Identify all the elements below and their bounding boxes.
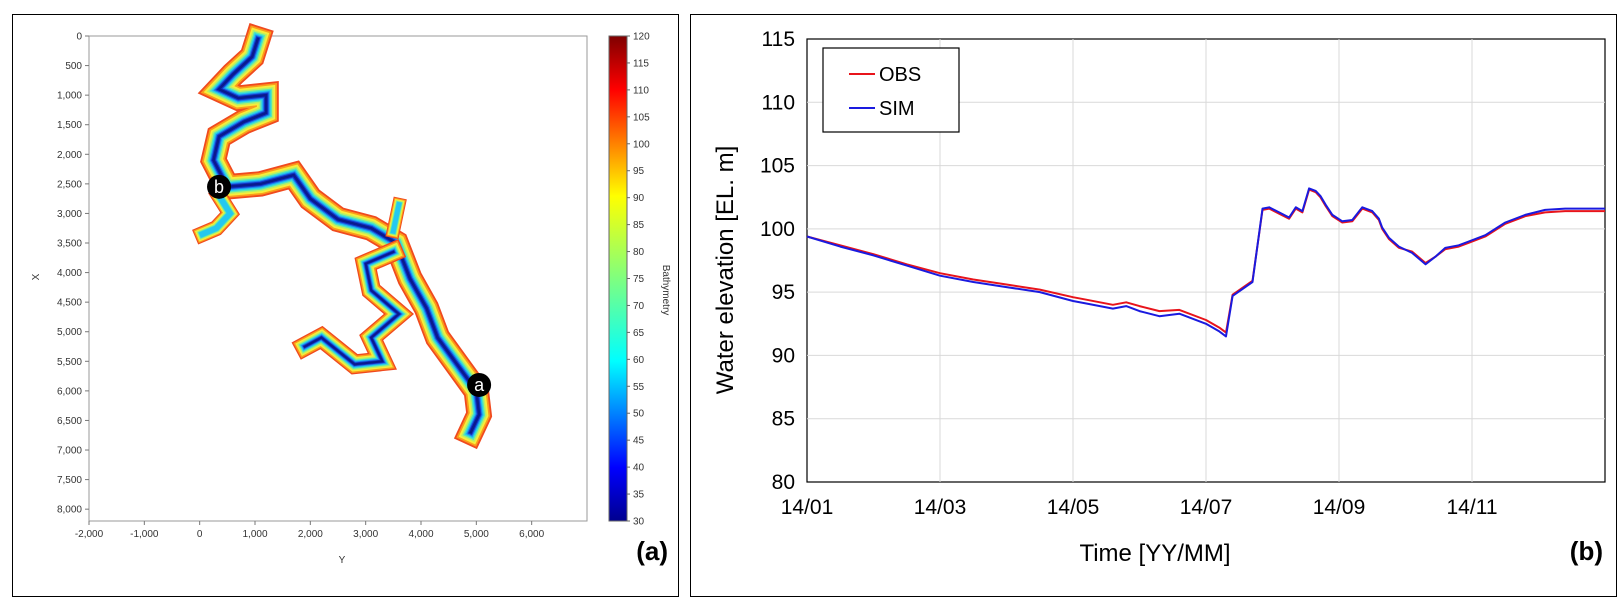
- x-tick-label: -1,000: [130, 529, 159, 540]
- reservoir-main-channel: [212, 37, 481, 434]
- reservoir-branch: [198, 191, 234, 238]
- y-tick-label: 5,500: [57, 357, 82, 368]
- location-marker-b: [207, 174, 232, 199]
- location-marker-label: b: [214, 177, 224, 197]
- colorbar-tick-label: 105: [633, 112, 650, 123]
- x-tick-label: 2,000: [298, 529, 323, 540]
- colorbar-tick-label: 90: [633, 193, 645, 204]
- x-axis-title: Time [YY/MM]: [1079, 540, 1230, 567]
- colorbar-tick-label: 120: [633, 32, 650, 43]
- x-tick-label: -2,000: [75, 529, 104, 540]
- colorbar-tick-label: 110: [633, 85, 649, 96]
- panel-label-a: (a): [636, 536, 668, 566]
- x-tick-label: 6,000: [519, 529, 544, 540]
- y-tick-label: 7,500: [57, 475, 82, 486]
- y-tick-label: 1,500: [57, 120, 82, 131]
- x-tick-label: 1,000: [242, 529, 267, 540]
- legend-label-sim: SIM: [879, 98, 915, 120]
- y-tick-label: 2,500: [57, 179, 82, 190]
- x-tick-label: 14/11: [1447, 496, 1498, 519]
- colorbar-tick-label: 35: [633, 490, 645, 501]
- y-tick-label: 4,000: [57, 268, 82, 279]
- colorbar-tick-label: 45: [633, 436, 645, 447]
- y-tick-label: 6,500: [57, 416, 82, 427]
- series-line-sim: [806, 187, 1605, 338]
- location-marker-label: a: [474, 375, 485, 395]
- colorbar-title: Bathymetry: [660, 265, 671, 316]
- x-tick-label: 5,000: [464, 529, 489, 540]
- y-tick-label: 7,000: [57, 446, 82, 457]
- colorbar-tick-label: 95: [633, 166, 645, 177]
- colorbar-tick-label: 65: [633, 328, 645, 339]
- y-tick-label: 1,000: [57, 91, 82, 102]
- y-axis-title: X: [31, 273, 42, 280]
- colorbar-tick-label: 100: [633, 139, 650, 150]
- colorbar-tick-label: 55: [633, 382, 645, 393]
- x-tick-label: 14/07: [1180, 496, 1233, 519]
- y-tick-label: 4,500: [57, 298, 82, 309]
- y-tick-label: 5,000: [57, 327, 82, 338]
- x-tick-label: 14/03: [914, 496, 967, 519]
- y-tick-label: 0: [76, 32, 82, 43]
- bathymetry-map-panel: -2,000 -1,000 0 1,000 2,000 3,000 4,000 5,000 6,…: [12, 14, 679, 597]
- location-marker-a: [467, 372, 492, 397]
- y-tick-label: 110: [762, 91, 795, 114]
- colorbar-tick-label: 80: [633, 247, 645, 258]
- x-tick-label: 14/01: [781, 496, 834, 519]
- bathymetry-map-chart: -2,000 -1,000 0 1,000 2,000 3,000 4,000 5,000 6,…: [31, 23, 671, 566]
- colorbar-tick-label: 115: [633, 58, 649, 69]
- colorbar-tick-label: 70: [633, 301, 645, 312]
- x-tick-label: 3,000: [353, 529, 378, 540]
- colorbar-tick-label: 30: [633, 517, 645, 528]
- y-tick-label: 500: [65, 61, 82, 72]
- water-elevation-chart: 80 85 90 95 100 105 110 115 14/01 14/03 14/05 14/07…: [712, 28, 1606, 567]
- y-tick-label: 3,000: [57, 209, 82, 220]
- x-tick-label: 14/09: [1313, 496, 1366, 519]
- colorbar-tick-label: 60: [633, 355, 645, 366]
- panel-label-b: (b): [1570, 536, 1603, 566]
- y-tick-label: 8,000: [57, 505, 82, 516]
- y-tick-label: 100: [760, 218, 795, 241]
- x-axis-title: Y: [339, 555, 346, 566]
- legend-box: [822, 47, 960, 133]
- colorbar-tick-label: 75: [633, 274, 645, 285]
- reservoir-branch: [390, 201, 402, 235]
- y-tick-label: 90: [772, 344, 795, 367]
- y-tick-label: 3,500: [57, 239, 82, 250]
- x-tick-label: 14/05: [1047, 496, 1100, 519]
- y-tick-label: 115: [762, 28, 795, 51]
- y-tick-label: 95: [772, 281, 795, 304]
- y-tick-label: 80: [772, 471, 795, 494]
- colorbar-tick-label: 85: [633, 220, 645, 231]
- legend-label-obs: OBS: [879, 64, 921, 86]
- reservoir-branch: [303, 250, 401, 366]
- plot-area-frame: [88, 35, 588, 522]
- y-axis-title: Water elevation [EL. m]: [712, 146, 739, 395]
- water-elevation-panel: 80 85 90 95 100 105 110 115 14/01 14/03 14/05 14/07…: [690, 14, 1617, 597]
- y-tick-label: 105: [760, 155, 795, 178]
- colorbar: [608, 35, 628, 522]
- y-tick-label: 85: [772, 408, 795, 431]
- colorbar-tick-label: 50: [633, 409, 645, 420]
- x-tick-label: 4,000: [408, 529, 433, 540]
- x-tick-label: 0: [197, 529, 203, 540]
- y-tick-label: 6,000: [57, 386, 82, 397]
- chart-legend: OBS SIM: [822, 47, 960, 133]
- y-tick-label: 2,000: [57, 150, 82, 161]
- colorbar-tick-label: 40: [633, 463, 645, 474]
